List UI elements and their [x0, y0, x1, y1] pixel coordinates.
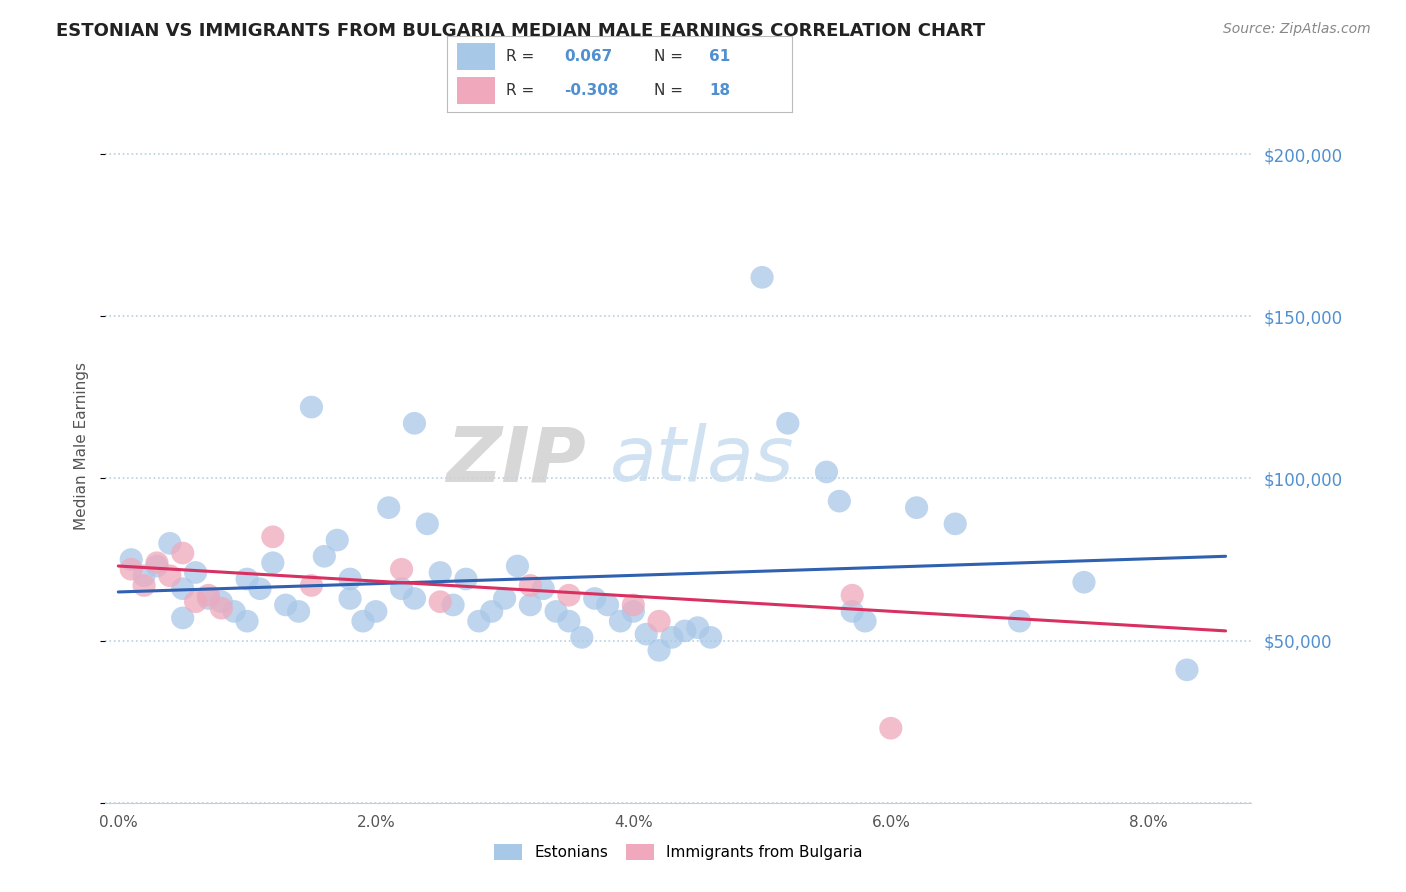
Ellipse shape	[544, 600, 568, 623]
Ellipse shape	[312, 545, 336, 567]
Ellipse shape	[1008, 610, 1031, 632]
Ellipse shape	[172, 577, 194, 600]
Ellipse shape	[841, 584, 863, 607]
Ellipse shape	[557, 584, 581, 607]
Text: ESTONIAN VS IMMIGRANTS FROM BULGARIA MEDIAN MALE EARNINGS CORRELATION CHART: ESTONIAN VS IMMIGRANTS FROM BULGARIA MED…	[56, 22, 986, 40]
Ellipse shape	[132, 565, 156, 587]
Ellipse shape	[479, 600, 503, 623]
Ellipse shape	[519, 593, 541, 616]
Ellipse shape	[274, 593, 297, 616]
Ellipse shape	[879, 717, 903, 739]
Ellipse shape	[416, 513, 439, 535]
Ellipse shape	[648, 610, 671, 632]
Ellipse shape	[377, 496, 401, 519]
Ellipse shape	[352, 610, 374, 632]
Ellipse shape	[120, 558, 143, 581]
Text: 18: 18	[709, 83, 730, 98]
Bar	[457, 78, 495, 104]
Ellipse shape	[287, 600, 311, 623]
Ellipse shape	[404, 587, 426, 610]
Ellipse shape	[235, 610, 259, 632]
Ellipse shape	[364, 600, 388, 623]
Ellipse shape	[429, 591, 451, 613]
Ellipse shape	[172, 607, 194, 629]
Ellipse shape	[184, 591, 207, 613]
Ellipse shape	[222, 600, 246, 623]
Ellipse shape	[197, 587, 221, 610]
Bar	[457, 43, 495, 70]
Ellipse shape	[506, 555, 529, 577]
Ellipse shape	[699, 626, 723, 648]
Text: ZIP: ZIP	[447, 424, 586, 497]
Text: Source: ZipAtlas.com: Source: ZipAtlas.com	[1223, 22, 1371, 37]
Ellipse shape	[751, 266, 773, 289]
Text: R =: R =	[506, 83, 534, 98]
Ellipse shape	[853, 610, 877, 632]
Ellipse shape	[815, 460, 838, 483]
Ellipse shape	[120, 549, 143, 571]
Ellipse shape	[634, 623, 658, 646]
Ellipse shape	[159, 565, 181, 587]
Ellipse shape	[686, 616, 709, 639]
Ellipse shape	[519, 574, 541, 597]
Ellipse shape	[621, 600, 645, 623]
Ellipse shape	[494, 587, 516, 610]
Ellipse shape	[661, 626, 683, 648]
Ellipse shape	[299, 396, 323, 418]
Text: -0.308: -0.308	[564, 83, 619, 98]
Ellipse shape	[905, 496, 928, 519]
Ellipse shape	[648, 639, 671, 662]
Ellipse shape	[172, 541, 194, 565]
Ellipse shape	[197, 584, 221, 607]
Text: atlas: atlas	[610, 424, 794, 497]
Text: R =: R =	[506, 49, 534, 63]
Ellipse shape	[132, 574, 156, 597]
Ellipse shape	[776, 412, 800, 434]
Ellipse shape	[621, 593, 645, 616]
Ellipse shape	[326, 529, 349, 551]
Ellipse shape	[209, 597, 233, 620]
Ellipse shape	[943, 513, 967, 535]
Ellipse shape	[235, 567, 259, 591]
Ellipse shape	[1073, 571, 1095, 593]
Ellipse shape	[609, 610, 633, 632]
Ellipse shape	[454, 567, 478, 591]
Ellipse shape	[404, 412, 426, 434]
Ellipse shape	[184, 561, 207, 584]
Ellipse shape	[828, 490, 851, 513]
Legend: Estonians, Immigrants from Bulgaria: Estonians, Immigrants from Bulgaria	[488, 838, 869, 866]
Ellipse shape	[145, 555, 169, 577]
Ellipse shape	[299, 574, 323, 597]
Ellipse shape	[339, 587, 361, 610]
Ellipse shape	[389, 558, 413, 581]
Ellipse shape	[249, 577, 271, 600]
Ellipse shape	[1175, 658, 1198, 681]
Ellipse shape	[389, 577, 413, 600]
Ellipse shape	[583, 587, 606, 610]
Ellipse shape	[673, 620, 696, 642]
Ellipse shape	[159, 532, 181, 555]
Text: 0.067: 0.067	[564, 49, 613, 63]
Ellipse shape	[441, 593, 464, 616]
Ellipse shape	[557, 610, 581, 632]
Ellipse shape	[841, 600, 863, 623]
Ellipse shape	[262, 525, 284, 549]
Ellipse shape	[596, 593, 619, 616]
Text: N =: N =	[654, 49, 683, 63]
Ellipse shape	[339, 567, 361, 591]
Ellipse shape	[571, 626, 593, 648]
Text: 61: 61	[709, 49, 730, 63]
Ellipse shape	[531, 577, 555, 600]
Y-axis label: Median Male Earnings: Median Male Earnings	[73, 362, 89, 530]
Ellipse shape	[429, 561, 451, 584]
Text: N =: N =	[654, 83, 683, 98]
Ellipse shape	[467, 610, 491, 632]
Ellipse shape	[145, 551, 169, 574]
Ellipse shape	[209, 591, 233, 613]
Ellipse shape	[262, 551, 284, 574]
